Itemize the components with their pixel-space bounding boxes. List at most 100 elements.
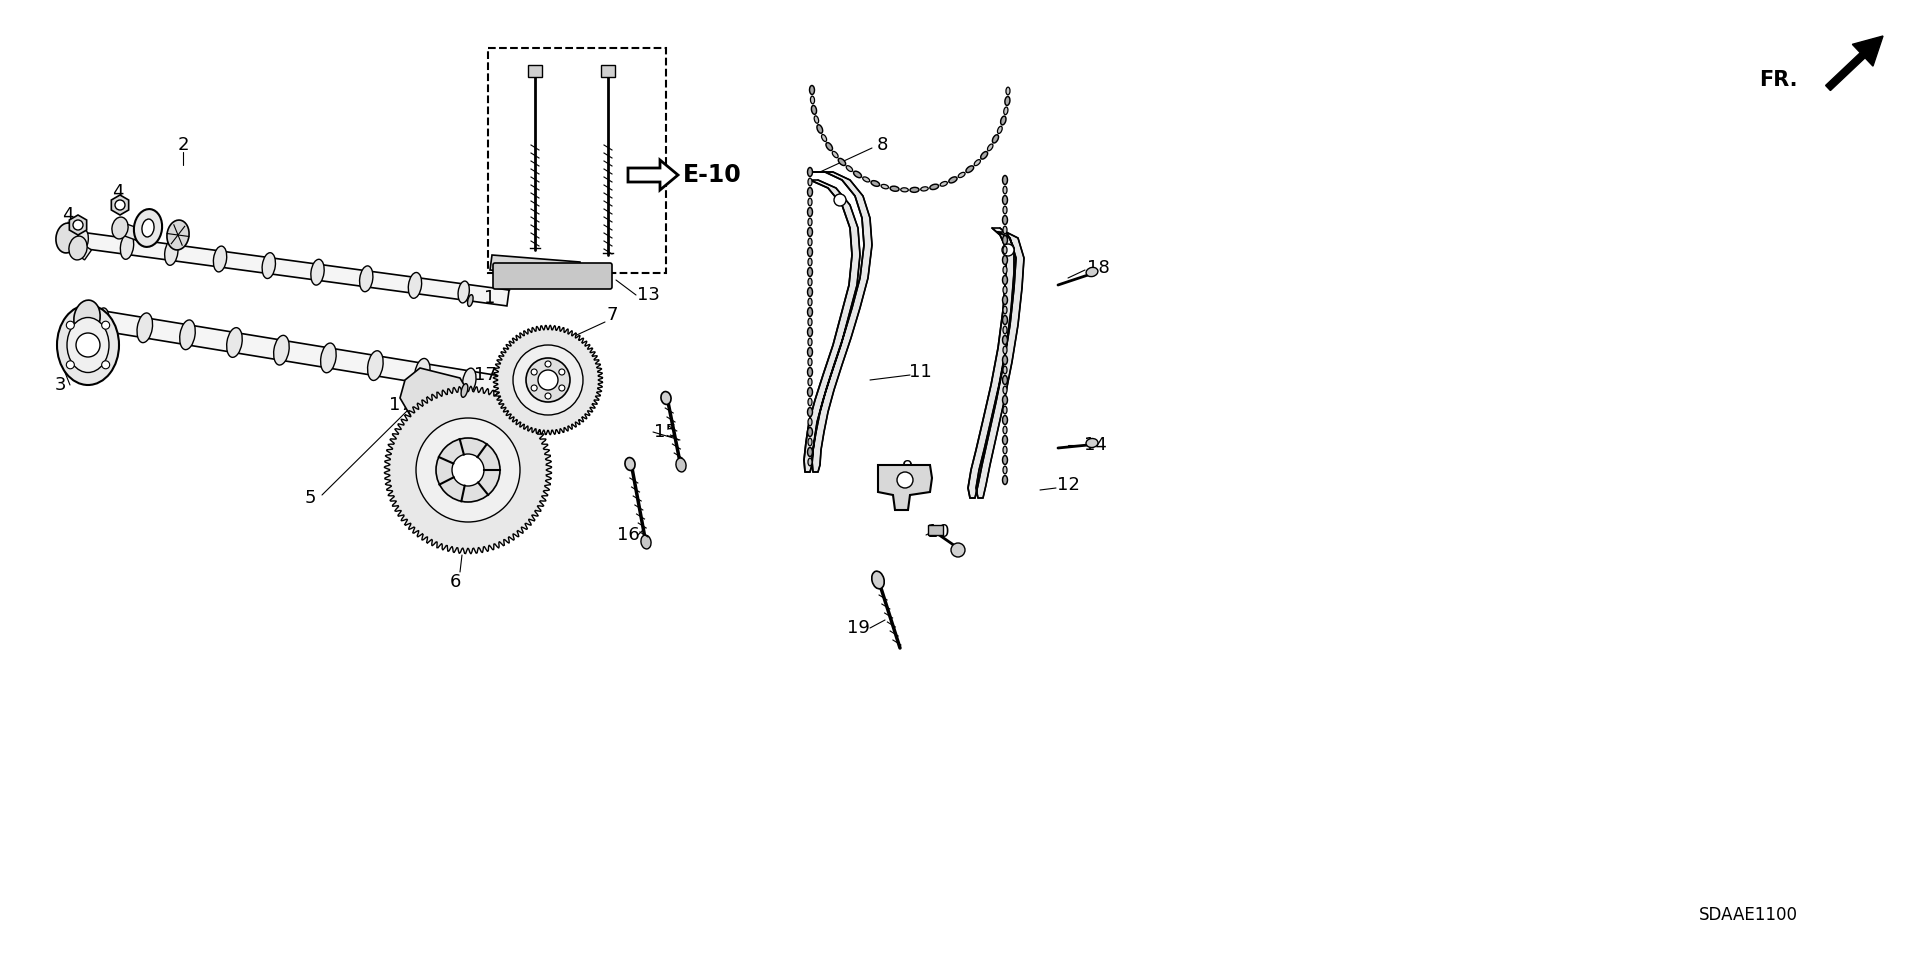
Ellipse shape xyxy=(816,125,822,133)
Ellipse shape xyxy=(872,180,879,186)
Text: 4: 4 xyxy=(111,183,123,201)
Ellipse shape xyxy=(1002,186,1006,194)
Ellipse shape xyxy=(808,278,812,286)
Text: 6: 6 xyxy=(449,573,461,591)
Polygon shape xyxy=(804,172,872,472)
Ellipse shape xyxy=(810,96,814,104)
Ellipse shape xyxy=(311,259,324,285)
Ellipse shape xyxy=(808,288,812,296)
Ellipse shape xyxy=(812,105,816,114)
Text: SDAAE1100: SDAAE1100 xyxy=(1699,906,1797,924)
Ellipse shape xyxy=(808,347,812,357)
Polygon shape xyxy=(83,308,515,398)
Ellipse shape xyxy=(810,85,814,95)
Ellipse shape xyxy=(359,266,372,292)
Ellipse shape xyxy=(56,223,79,253)
Ellipse shape xyxy=(808,298,812,306)
Text: 8: 8 xyxy=(876,136,887,154)
Ellipse shape xyxy=(1002,255,1008,265)
Circle shape xyxy=(77,333,100,357)
Text: 16: 16 xyxy=(616,526,639,544)
Ellipse shape xyxy=(1002,196,1008,204)
Text: 2: 2 xyxy=(177,136,188,154)
Ellipse shape xyxy=(58,305,119,385)
Ellipse shape xyxy=(1004,97,1010,105)
Circle shape xyxy=(73,220,83,230)
Ellipse shape xyxy=(1002,336,1008,344)
Polygon shape xyxy=(75,243,92,260)
Ellipse shape xyxy=(854,172,862,177)
Ellipse shape xyxy=(1087,268,1098,276)
Polygon shape xyxy=(117,222,150,244)
Circle shape xyxy=(545,361,551,367)
Text: 7: 7 xyxy=(607,306,618,324)
Polygon shape xyxy=(628,160,678,190)
Ellipse shape xyxy=(1002,407,1006,414)
Ellipse shape xyxy=(941,181,947,186)
Text: 3: 3 xyxy=(54,376,65,394)
Circle shape xyxy=(559,385,564,391)
Ellipse shape xyxy=(1002,226,1006,234)
Ellipse shape xyxy=(808,258,812,266)
Ellipse shape xyxy=(660,391,672,405)
Text: 10: 10 xyxy=(927,523,948,541)
Ellipse shape xyxy=(872,572,885,589)
Ellipse shape xyxy=(808,227,812,237)
Text: E-10: E-10 xyxy=(684,163,741,187)
Ellipse shape xyxy=(808,328,812,337)
FancyBboxPatch shape xyxy=(493,263,612,289)
Ellipse shape xyxy=(808,219,812,225)
Ellipse shape xyxy=(1002,395,1008,405)
Circle shape xyxy=(102,361,109,369)
Circle shape xyxy=(451,454,484,486)
Ellipse shape xyxy=(1002,426,1006,433)
Ellipse shape xyxy=(1002,466,1006,474)
Ellipse shape xyxy=(808,387,812,396)
Text: 12: 12 xyxy=(1056,476,1079,494)
Bar xyxy=(927,525,943,535)
Circle shape xyxy=(102,321,109,329)
Ellipse shape xyxy=(814,116,818,124)
Polygon shape xyxy=(877,465,931,510)
Ellipse shape xyxy=(1004,107,1008,115)
Ellipse shape xyxy=(468,294,472,307)
Bar xyxy=(528,65,541,77)
Ellipse shape xyxy=(1002,295,1008,305)
Polygon shape xyxy=(968,228,1023,498)
Polygon shape xyxy=(490,255,582,278)
Polygon shape xyxy=(493,325,603,435)
Text: 5: 5 xyxy=(303,489,315,507)
Circle shape xyxy=(67,361,75,369)
Ellipse shape xyxy=(367,351,384,381)
Ellipse shape xyxy=(676,458,685,472)
Ellipse shape xyxy=(987,144,993,151)
Text: 19: 19 xyxy=(847,619,870,637)
Ellipse shape xyxy=(998,127,1002,133)
Text: 9: 9 xyxy=(902,459,914,477)
Ellipse shape xyxy=(862,176,870,182)
Ellipse shape xyxy=(973,159,981,166)
Text: 4: 4 xyxy=(61,206,73,224)
Ellipse shape xyxy=(321,343,336,373)
Ellipse shape xyxy=(808,448,812,456)
Polygon shape xyxy=(384,386,551,554)
Ellipse shape xyxy=(808,458,812,466)
Circle shape xyxy=(417,418,520,522)
Ellipse shape xyxy=(808,168,812,176)
Ellipse shape xyxy=(463,368,476,394)
Circle shape xyxy=(897,472,914,488)
FancyArrow shape xyxy=(1826,36,1884,90)
Ellipse shape xyxy=(73,300,100,336)
Circle shape xyxy=(526,358,570,402)
Ellipse shape xyxy=(142,219,154,237)
Ellipse shape xyxy=(993,135,998,143)
Circle shape xyxy=(115,200,125,210)
Text: 18: 18 xyxy=(1087,259,1110,277)
Ellipse shape xyxy=(808,207,812,217)
Bar xyxy=(601,65,614,77)
Ellipse shape xyxy=(459,281,468,303)
Ellipse shape xyxy=(1002,306,1006,314)
Ellipse shape xyxy=(808,199,812,206)
Ellipse shape xyxy=(1002,435,1008,445)
Ellipse shape xyxy=(831,152,839,158)
